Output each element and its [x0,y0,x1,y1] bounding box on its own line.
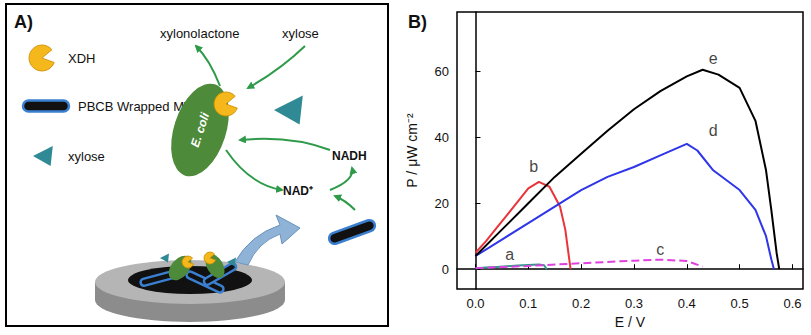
svg-text:xylose: xylose [68,149,105,164]
svg-text:xylose: xylose [282,26,319,41]
svg-text:d: d [709,122,718,139]
svg-text:40: 40 [435,130,449,145]
svg-text:b: b [529,158,538,175]
svg-text:0.4: 0.4 [678,296,696,311]
svg-text:20: 20 [435,196,449,211]
svg-text:A): A) [14,12,33,32]
svg-text:0.0: 0.0 [466,296,484,311]
svg-text:c: c [656,241,664,258]
svg-text:a: a [505,246,514,263]
svg-text:60: 60 [435,64,449,79]
svg-text:0.6: 0.6 [783,296,801,311]
svg-text:XDH: XDH [68,51,95,66]
svg-text:0.3: 0.3 [625,296,643,311]
svg-text:0: 0 [442,262,449,277]
svg-text:0.2: 0.2 [572,296,590,311]
svg-text:0.5: 0.5 [731,296,749,311]
svg-text:E / V: E / V [615,314,646,330]
svg-text:xylonolactone: xylonolactone [160,26,240,41]
svg-text:0.1: 0.1 [519,296,537,311]
svg-text:e: e [709,50,718,67]
svg-text:E. coli: E. coli [188,110,212,149]
svg-text:NADH: NADH [332,149,367,163]
svg-text:B): B) [408,12,427,32]
svg-text:PBCB Wrapped MWCNT: PBCB Wrapped MWCNT [78,99,223,114]
svg-text:NAD⁺: NAD⁺ [283,184,313,198]
svg-text:P / μW cm⁻²: P / μW cm⁻² [404,113,420,188]
